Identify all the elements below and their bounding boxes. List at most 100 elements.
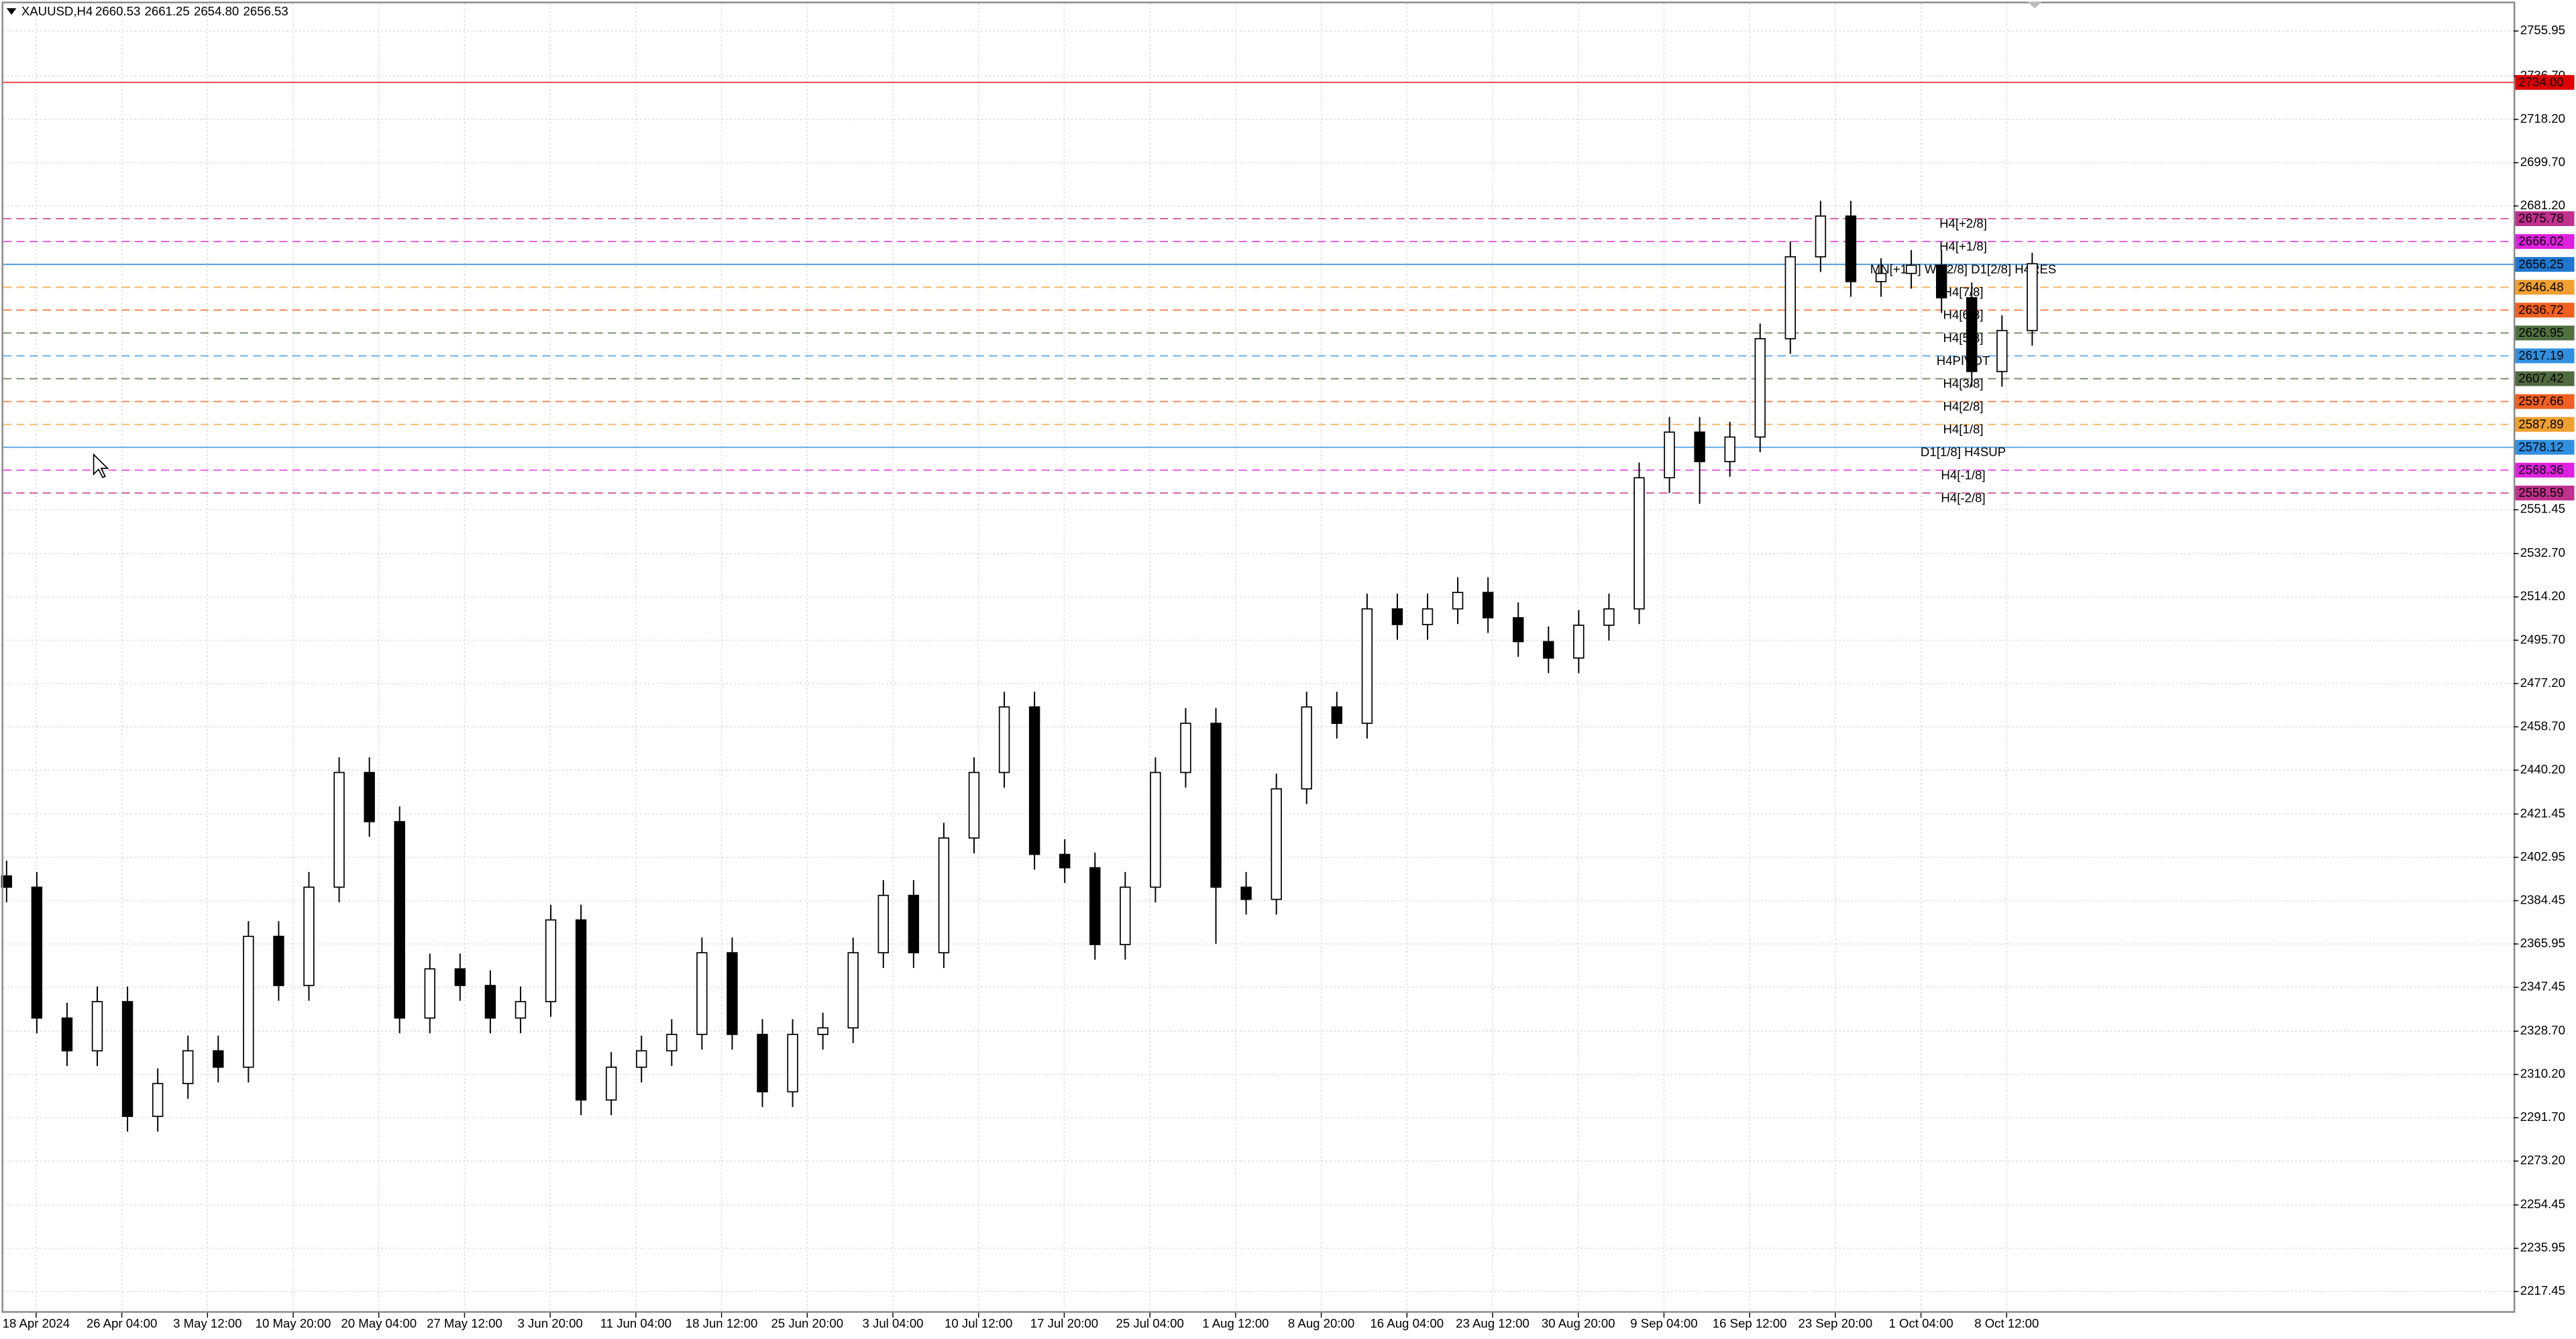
candle-body — [1361, 608, 1373, 725]
x-tick-label: 10 May 20:00 — [256, 1316, 331, 1330]
y-tick-label: 2514.20 — [2520, 589, 2565, 603]
candle-body — [1210, 722, 1222, 888]
x-tick-label: 3 Jul 04:00 — [863, 1316, 924, 1330]
x-tick-label: 30 Aug 20:00 — [1542, 1316, 1615, 1330]
price-badge-label: 2646.48 — [2518, 280, 2563, 294]
candle-body — [424, 968, 435, 1019]
candle-body — [1724, 436, 1735, 462]
candle-body — [636, 1050, 647, 1068]
candle-body — [364, 771, 375, 822]
y-tick-label: 2347.45 — [2520, 979, 2565, 994]
price-badge-label: 2626.95 — [2518, 325, 2563, 339]
y-tick-label: 2217.45 — [2520, 1283, 2565, 1297]
candle-body — [1089, 867, 1101, 945]
price-badge — [2515, 417, 2575, 432]
price-badge — [2515, 303, 2575, 318]
y-tick-label: 2458.70 — [2520, 718, 2565, 733]
y-tick-label: 2681.20 — [2520, 198, 2565, 212]
candle-body — [1784, 256, 1796, 339]
candle-body — [908, 894, 920, 954]
candle-body — [1059, 853, 1071, 869]
price-badge — [2515, 211, 2575, 226]
candle-body — [1573, 625, 1585, 659]
candle-body — [847, 952, 859, 1029]
price-badge — [2515, 371, 2575, 386]
price-badge — [2515, 234, 2575, 250]
candle-body — [243, 935, 254, 1068]
level-label: H4PIVOT — [1937, 354, 1990, 368]
candle-body — [91, 1001, 103, 1052]
price-badge — [2515, 257, 2575, 272]
candle-body — [1633, 477, 1645, 610]
x-tick-label: 16 Sep 12:00 — [1713, 1316, 1787, 1330]
x-tick-label: 17 Jul 20:00 — [1030, 1316, 1098, 1330]
candle-body — [273, 935, 284, 986]
x-tick-label: 11 Jun 04:00 — [600, 1316, 672, 1330]
y-tick-label: 2402.95 — [2520, 849, 2565, 863]
candle-body — [877, 894, 889, 954]
candle-body — [394, 820, 405, 1019]
y-tick-label: 2440.20 — [2520, 762, 2565, 776]
candle-body — [1603, 608, 1615, 626]
candle-body — [1150, 771, 1161, 888]
price-badge — [2515, 325, 2575, 341]
candle-body — [1120, 886, 1131, 945]
level-label: H4[-1/8] — [1941, 468, 1985, 482]
candle-body — [545, 919, 557, 1002]
price-badge — [2515, 394, 2575, 409]
candles-layer — [1, 201, 2038, 1132]
candle-body — [1996, 329, 2008, 372]
price-badge-label: 2587.89 — [2518, 417, 2563, 431]
y-tick-label: 2495.70 — [2520, 632, 2565, 646]
y-tick-label: 2235.95 — [2520, 1240, 2565, 1254]
candle-body — [787, 1034, 798, 1093]
candle-body — [968, 771, 980, 839]
price-badge-label: 2607.42 — [2518, 371, 2563, 385]
candle-body — [1391, 608, 1403, 625]
candle-body — [998, 706, 1010, 773]
price-badge-label: 2734.00 — [2518, 74, 2563, 89]
candle-body — [515, 1001, 527, 1019]
x-tick-label: 1 Oct 04:00 — [1888, 1316, 1953, 1330]
price-badge — [2515, 74, 2575, 90]
price-badge — [2515, 462, 2575, 478]
symbol-menu-arrow[interactable] — [6, 8, 17, 15]
y-tick-label: 2532.70 — [2520, 545, 2565, 559]
level-label: H4[2/8] — [1943, 399, 1984, 413]
symbol-title: XAUUSD,H4 — [21, 4, 93, 18]
candle-body — [1664, 431, 1675, 479]
x-tick-label: 9 Sep 04:00 — [1630, 1316, 1697, 1330]
price-badge-label: 2675.78 — [2518, 211, 2563, 225]
price-badge-label: 2656.25 — [2518, 257, 2563, 271]
candle-body — [1452, 592, 1464, 610]
price-badge-label: 2568.36 — [2518, 462, 2563, 476]
candle-body — [666, 1034, 678, 1052]
y-tick-label: 2384.45 — [2520, 892, 2565, 906]
candle-body — [1301, 706, 1312, 790]
level-label: H4[6/8] — [1943, 308, 1984, 322]
y-tick-label: 2421.45 — [2520, 806, 2565, 820]
candle-body — [1543, 641, 1554, 659]
x-tick-label: 25 Jul 04:00 — [1116, 1316, 1183, 1330]
candle-body — [1513, 617, 1524, 643]
price-badge — [2515, 348, 2575, 364]
price-badge-label: 2617.19 — [2518, 348, 2563, 362]
x-tick-label: 8 Oct 12:00 — [1974, 1316, 2039, 1330]
candle-body — [1240, 886, 1252, 900]
chart-shift-marker[interactable] — [2027, 1, 2043, 9]
x-tick-label: 23 Aug 12:00 — [1456, 1316, 1529, 1330]
x-tick-label: 10 Jul 12:00 — [945, 1316, 1012, 1330]
candle-body — [484, 985, 496, 1019]
level-label: H4[7/8] — [1943, 285, 1984, 299]
x-tick-label: 26 Apr 04:00 — [87, 1316, 158, 1330]
header-open: 2660.53 — [95, 4, 140, 18]
y-tick-label: 2551.45 — [2520, 502, 2565, 516]
x-tick-label: 8 Aug 20:00 — [1288, 1316, 1354, 1330]
levels-layer: H4[+2/8]H4[+1/8]MN[+1/8] W1[2/8] D1[2/8]… — [3, 81, 2514, 504]
price-badge-label: 2578.12 — [2518, 439, 2563, 453]
candle-body — [31, 886, 43, 1019]
candle-body — [1180, 722, 1191, 773]
header-low: 2654.80 — [194, 4, 239, 18]
candle-body — [1935, 264, 1947, 299]
